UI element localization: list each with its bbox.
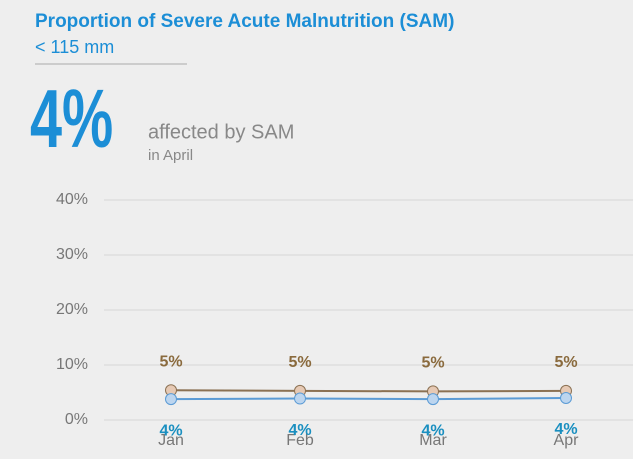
headline-value: 4% bbox=[30, 73, 113, 166]
y-tick-label: 20% bbox=[56, 301, 88, 318]
series-line bbox=[170, 397, 567, 401]
headline-sub: in April bbox=[148, 147, 193, 164]
data-label: 4% bbox=[288, 422, 311, 439]
chart-title: Proportion of Severe Acute Malnutrition … bbox=[35, 11, 454, 32]
data-label: 4% bbox=[554, 421, 577, 438]
data-label: 5% bbox=[288, 354, 311, 371]
y-tick-label: 10% bbox=[56, 356, 88, 373]
series-line bbox=[170, 389, 567, 393]
data-label: 5% bbox=[159, 354, 182, 371]
y-tick-label: 40% bbox=[56, 191, 88, 208]
headline-text: affected by SAM bbox=[148, 121, 294, 143]
x-tick-label: Apr bbox=[554, 432, 580, 449]
y-tick-label: 0% bbox=[65, 411, 88, 428]
point bbox=[294, 392, 306, 405]
point bbox=[560, 392, 572, 404]
x-tick-label: Mar bbox=[419, 432, 447, 449]
chart-subtitle: < 115 mm bbox=[35, 37, 114, 57]
x-tick-label: Jan bbox=[158, 432, 184, 449]
data-label: 4% bbox=[159, 422, 182, 439]
point bbox=[427, 393, 439, 406]
data-label: 5% bbox=[421, 355, 444, 372]
y-tick-label: 30% bbox=[56, 246, 88, 263]
point bbox=[165, 393, 177, 406]
data-label: 5% bbox=[554, 354, 577, 371]
x-tick-label: Feb bbox=[286, 432, 314, 449]
data-label: 4% bbox=[421, 422, 444, 439]
